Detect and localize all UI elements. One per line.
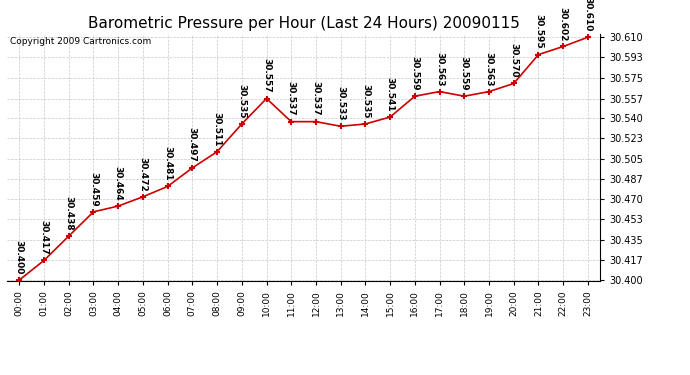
Text: 30.464: 30.464 xyxy=(114,166,123,201)
Text: 30.563: 30.563 xyxy=(484,51,493,86)
Text: 30.537: 30.537 xyxy=(287,81,296,116)
Text: 30.481: 30.481 xyxy=(163,146,172,181)
Text: 30.535: 30.535 xyxy=(361,84,370,118)
Text: 30.559: 30.559 xyxy=(460,56,469,91)
Text: 30.570: 30.570 xyxy=(509,44,518,78)
Text: 30.417: 30.417 xyxy=(39,220,48,255)
Text: 30.595: 30.595 xyxy=(534,14,543,49)
Text: 30.610: 30.610 xyxy=(584,0,593,32)
Text: 30.459: 30.459 xyxy=(89,171,98,206)
Text: 30.535: 30.535 xyxy=(237,84,246,118)
Text: 30.557: 30.557 xyxy=(262,58,271,93)
Text: 30.537: 30.537 xyxy=(311,81,320,116)
Text: 30.400: 30.400 xyxy=(14,240,23,274)
Text: 30.438: 30.438 xyxy=(64,196,73,231)
Text: 30.559: 30.559 xyxy=(411,56,420,91)
Text: 30.533: 30.533 xyxy=(336,86,345,121)
Text: 30.563: 30.563 xyxy=(435,51,444,86)
Title: Barometric Pressure per Hour (Last 24 Hours) 20090115: Barometric Pressure per Hour (Last 24 Ho… xyxy=(88,16,520,31)
Text: 30.511: 30.511 xyxy=(213,112,221,146)
Text: 30.541: 30.541 xyxy=(386,77,395,111)
Text: 30.602: 30.602 xyxy=(559,6,568,41)
Text: 30.497: 30.497 xyxy=(188,128,197,162)
Text: Copyright 2009 Cartronics.com: Copyright 2009 Cartronics.com xyxy=(10,38,151,46)
Text: 30.472: 30.472 xyxy=(139,156,148,191)
